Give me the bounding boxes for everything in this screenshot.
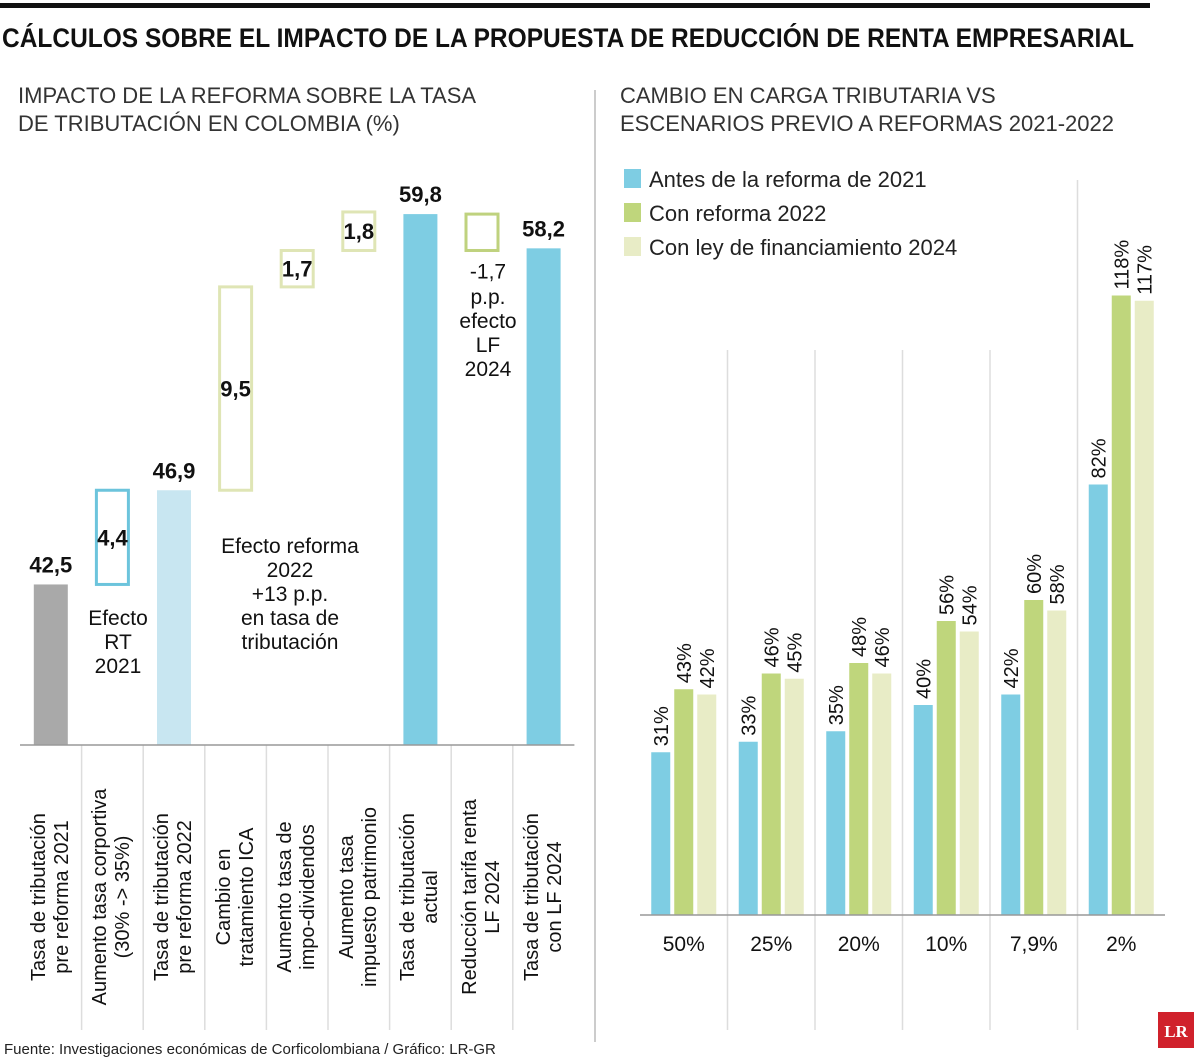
- bar: [1047, 610, 1067, 915]
- delta-box: [464, 212, 500, 252]
- delta-box: [94, 488, 130, 586]
- value-label: 43%: [674, 643, 696, 683]
- x-tick-label: Cambio en tratamiento ICA: [212, 827, 258, 967]
- value-label: 1,7: [282, 257, 313, 282]
- x-tick-label: 7,9%: [1010, 933, 1058, 956]
- annotation: Efecto RT 2021: [88, 607, 148, 678]
- legend-label: Con reforma 2022: [649, 201, 826, 226]
- bar: [959, 631, 979, 915]
- bar: [33, 584, 68, 745]
- x-tick-label: Reducción tarifa renta LF 2024: [459, 799, 504, 995]
- bar: [761, 673, 781, 915]
- value-label: 35%: [826, 685, 848, 725]
- value-label: 56%: [936, 575, 958, 615]
- value-label: 42%: [697, 648, 719, 688]
- bar: [1024, 600, 1044, 915]
- delta-box: [218, 285, 254, 492]
- value-label: 46%: [761, 627, 783, 667]
- value-label: 54%: [959, 585, 981, 625]
- bar: [697, 694, 717, 915]
- bar: [738, 741, 758, 915]
- x-tick-label: 10%: [925, 933, 967, 956]
- page-title: CÁLCULOS SOBRE EL IMPACTO DE LA PROPUEST…: [2, 22, 1134, 53]
- bar: [784, 678, 804, 915]
- value-label: 60%: [1024, 554, 1046, 594]
- delta-box: [279, 248, 315, 289]
- x-tick-label: Tasa de tributación actual: [397, 813, 443, 981]
- bar: [651, 752, 671, 915]
- logo: LR: [1164, 1022, 1188, 1041]
- annotation: p.p. efecto LF 2024: [459, 286, 517, 381]
- bar: [526, 248, 561, 745]
- value-label: 42%: [1001, 648, 1023, 688]
- bar: [913, 705, 933, 915]
- value-label: 31%: [651, 706, 673, 746]
- x-tick-label: 20%: [838, 933, 880, 956]
- bar: [849, 663, 869, 915]
- legend-swatch: [624, 203, 641, 222]
- chart-title: IMPACTO DE LA REFORMA SOBRE LA TASA DE T…: [18, 83, 477, 136]
- value-label: 1,8: [344, 219, 375, 244]
- x-tick-label: Tasa de tributación pre reforma 2021: [27, 813, 73, 981]
- bar: [1111, 295, 1131, 915]
- value-label: 42,5: [29, 552, 72, 577]
- x-tick-label: Tasa de tributación pre reforma 2022: [151, 813, 196, 981]
- x-tick-label: 2%: [1106, 933, 1136, 956]
- value-label: 4,4: [97, 525, 128, 550]
- value-label: 40%: [913, 659, 935, 699]
- legend-label: Antes de la reforma de 2021: [649, 167, 927, 192]
- x-tick-label: Aumento tasa corportiva (30% -> 35%): [89, 788, 135, 1006]
- value-label: 33%: [738, 696, 760, 736]
- x-tick-label: Aumento tasa de impo-dividendos: [274, 821, 320, 973]
- x-tick-label: 50%: [663, 933, 705, 956]
- bar: [1001, 694, 1021, 915]
- x-tick-label: Aumento tasa impuesto patrimonio: [335, 806, 381, 988]
- value-label: 9,5: [220, 377, 251, 402]
- value-label: 45%: [784, 633, 806, 673]
- annotation: Efecto reforma 2022 +13 p.p. en tasa de …: [221, 535, 359, 654]
- value-label: -1,7: [470, 260, 506, 283]
- value-label: 58,2: [522, 216, 565, 241]
- legend-swatch: [624, 169, 641, 188]
- bar: [936, 621, 956, 915]
- x-tick-label: 25%: [750, 933, 792, 956]
- source: Fuente: Investigaciones económicas de Co…: [4, 1041, 496, 1058]
- bar: [1088, 484, 1108, 915]
- value-label: 82%: [1088, 438, 1110, 478]
- chart-title: CAMBIO EN CARGA TRIBUTARIA VS ESCENARIOS…: [620, 83, 1114, 136]
- value-label: 118%: [1111, 240, 1133, 290]
- logo-box: [1158, 1012, 1194, 1048]
- bar: [872, 673, 892, 915]
- legend-label: Con ley de financiamiento 2024: [649, 235, 957, 260]
- value-label: 46,9: [153, 458, 196, 483]
- value-label: 59,8: [399, 182, 442, 207]
- bar: [826, 731, 846, 915]
- top-rule: [0, 3, 1150, 8]
- x-tick-label: Tasa de tributación con LF 2024: [520, 813, 566, 981]
- bar: [403, 214, 438, 745]
- bar: [157, 490, 191, 745]
- bar: [674, 689, 694, 915]
- delta-box: [341, 210, 377, 252]
- value-label: 58%: [1047, 564, 1069, 604]
- value-label: 48%: [849, 617, 871, 657]
- bar: [1134, 300, 1154, 915]
- value-label: 46%: [872, 627, 894, 667]
- value-label: 117%: [1134, 245, 1156, 295]
- legend-swatch: [624, 237, 641, 256]
